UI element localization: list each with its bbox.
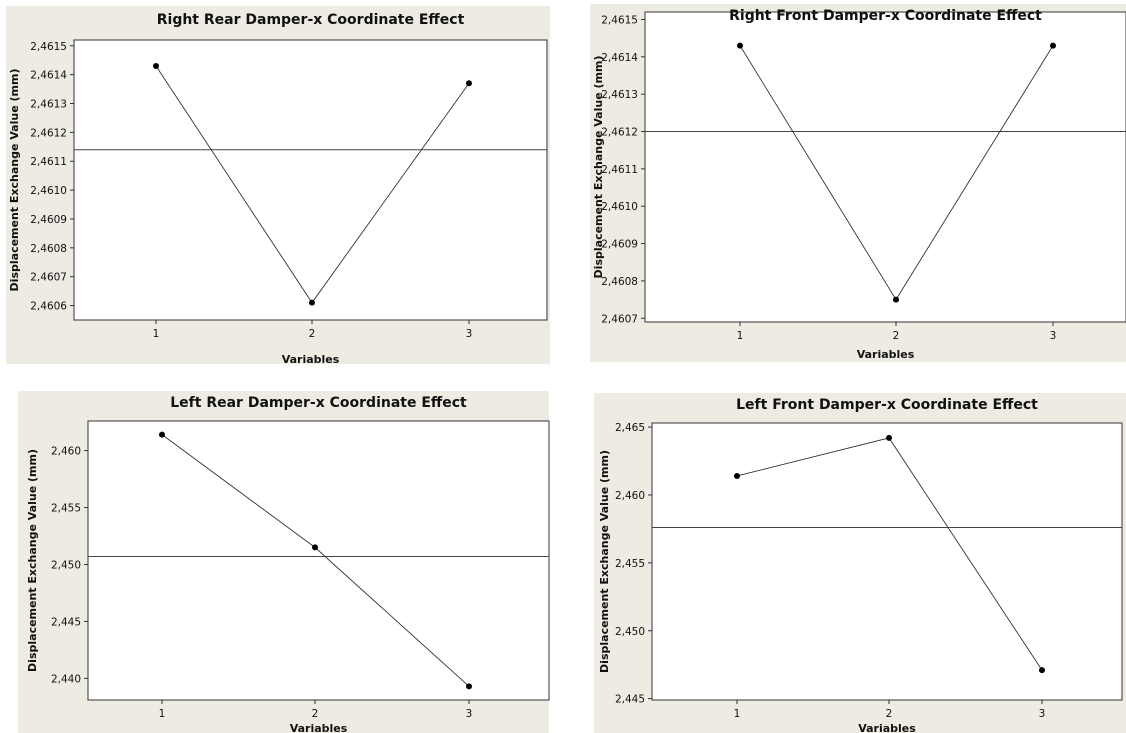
y-tick-label: 2,4614 (601, 52, 638, 64)
data-point (466, 80, 472, 87)
plot-area (87, 420, 550, 701)
data-point (153, 62, 159, 69)
x-axis-label: Variables (290, 722, 348, 733)
y-tick-label: 2,4610 (30, 185, 67, 197)
y-tick-label: 2,445 (51, 616, 81, 628)
y-tick-label: 2,4607 (601, 313, 638, 325)
y-axis-label: Displacement Exchange Value (mm) (8, 69, 21, 292)
y-tick-label: 2,4608 (601, 276, 638, 288)
data-point (893, 296, 899, 303)
y-tick-label: 2,4612 (601, 127, 638, 139)
data-point (312, 544, 318, 551)
y-tick-label: 2,4608 (30, 243, 67, 255)
chart-svg: Left Front Damper-x Coordinate Effect 2,4… (598, 397, 1123, 733)
x-tick-label: 2 (893, 330, 900, 342)
y-tick-label: 2,4612 (30, 127, 67, 139)
chart-svg: Left Rear Damper-x Coordinate Effect 2,44… (26, 395, 550, 733)
chart-svg: Right Rear Damper-x Coordinate Effect 2,4… (8, 12, 548, 366)
y-tick-label: 2,465 (615, 422, 645, 434)
y-tick-label: 2,4615 (30, 41, 67, 53)
y-tick-label: 2,460 (51, 446, 81, 458)
chart-title: Right Front Damper-x Coordinate Effect (729, 8, 1042, 24)
y-tick-label: 2,450 (51, 559, 81, 571)
x-tick-label: 3 (466, 708, 473, 720)
data-point (1050, 42, 1056, 49)
y-tick-label: 2,455 (51, 503, 81, 515)
y-tick-label: 2,4607 (30, 272, 67, 284)
chart-right-rear: Right Rear Damper-x Coordinate Effect 2,4… (6, 6, 550, 366)
y-tick-label: 2,4615 (601, 14, 638, 26)
y-tick-label: 2,450 (615, 626, 645, 638)
x-tick-label: 1 (734, 708, 741, 720)
data-point (466, 683, 472, 690)
x-tick-label: 3 (1039, 708, 1046, 720)
x-axis-label: Variables (282, 353, 340, 366)
plot-area (73, 39, 548, 321)
data-point (737, 42, 743, 49)
plot-area (651, 422, 1123, 701)
data-point (1039, 667, 1045, 674)
y-tick-label: 2,455 (615, 558, 645, 570)
x-tick-label: 1 (737, 330, 744, 342)
y-tick-label: 2,460 (615, 490, 645, 502)
x-axis-label: Variables (858, 722, 916, 733)
data-point (886, 434, 892, 441)
x-tick-label: 2 (886, 708, 893, 720)
y-tick-label: 2,4609 (601, 239, 638, 251)
x-tick-label: 1 (153, 328, 160, 340)
y-tick-label: 2,4614 (30, 70, 67, 82)
y-axis-label: Displacement Exchange Value (mm) (26, 449, 39, 672)
x-tick-label: 3 (466, 328, 473, 340)
chart-title: Left Rear Damper-x Coordinate Effect (170, 395, 467, 411)
chart-right-front: Right Front Damper-x Coordinate Effect 2,… (590, 4, 1126, 362)
x-axis-label: Variables (857, 348, 915, 361)
y-axis-label: Displacement Exchange Value (mm) (592, 56, 605, 279)
y-tick-label: 2,4606 (30, 301, 67, 313)
y-tick-label: 2,440 (51, 673, 81, 685)
chart-title: Left Front Damper-x Coordinate Effect (736, 397, 1038, 413)
chart-left-front: Left Front Damper-x Coordinate Effect 2,4… (594, 393, 1126, 733)
x-tick-label: 2 (309, 328, 316, 340)
y-tick-label: 2,4609 (30, 214, 67, 226)
y-tick-label: 2,4610 (601, 201, 638, 213)
x-tick-label: 3 (1050, 330, 1057, 342)
x-tick-label: 2 (312, 708, 319, 720)
plot-area (644, 11, 1126, 323)
y-tick-label: 2,4611 (601, 164, 638, 176)
y-tick-label: 2,4613 (601, 89, 638, 101)
y-tick-label: 2,4613 (30, 99, 67, 111)
y-axis-label: Displacement Exchange Value (mm) (598, 450, 611, 673)
data-point (159, 431, 165, 438)
chart-left-rear: Left Rear Damper-x Coordinate Effect 2,44… (18, 391, 550, 733)
x-tick-label: 1 (159, 708, 166, 720)
data-point (734, 472, 740, 479)
y-tick-label: 2,4611 (30, 156, 67, 168)
y-tick-label: 2,445 (615, 694, 645, 706)
chart-title: Right Rear Damper-x Coordinate Effect (157, 12, 465, 28)
data-point (309, 299, 315, 306)
chart-svg: Right Front Damper-x Coordinate Effect 2,… (592, 8, 1126, 361)
